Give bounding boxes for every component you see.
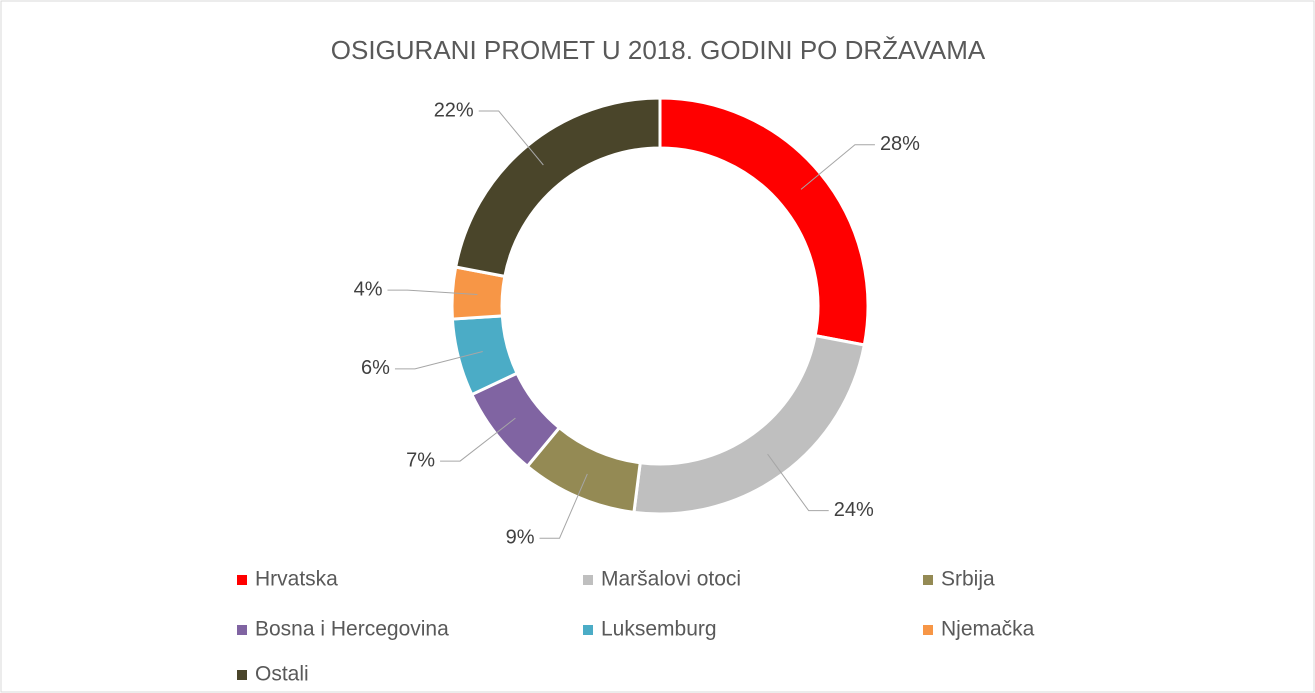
donut-segment: [453, 96, 662, 279]
legend-label: Luksemburg: [601, 618, 717, 641]
legend-swatch: [923, 575, 933, 585]
legend-label: Hrvatska: [255, 568, 338, 591]
legend-label: Srbija: [941, 568, 995, 591]
legend-swatch: [237, 670, 247, 680]
data-label: 7%: [406, 449, 435, 471]
data-label: 4%: [354, 278, 383, 300]
legend-swatch: [583, 625, 593, 635]
legend-label: Maršalovi otoci: [601, 568, 741, 591]
legend-swatch: [583, 575, 593, 585]
leader-line: [440, 417, 516, 462]
data-label: 9%: [506, 526, 535, 548]
leader-line: [539, 473, 588, 539]
data-label: 22%: [434, 99, 474, 121]
chart-title: OSIGURANI PROMET U 2018. GODINI PO DRŽAV…: [331, 35, 986, 65]
data-label: 24%: [834, 499, 874, 521]
leader-line: [800, 144, 875, 190]
leader-line: [394, 351, 483, 370]
legend-label: Njemačka: [941, 618, 1035, 641]
legend-swatch: [237, 575, 247, 585]
legend-label: Ostali: [255, 663, 309, 686]
legend-swatch: [923, 625, 933, 635]
leader-line: [387, 289, 478, 296]
legend-label: Bosna i Hercegovina: [255, 618, 449, 641]
legend-swatch: [237, 625, 247, 635]
data-label: 6%: [361, 357, 390, 379]
data-label: 28%: [880, 133, 920, 155]
leader-line: [767, 453, 829, 512]
leader-line: [478, 110, 544, 166]
